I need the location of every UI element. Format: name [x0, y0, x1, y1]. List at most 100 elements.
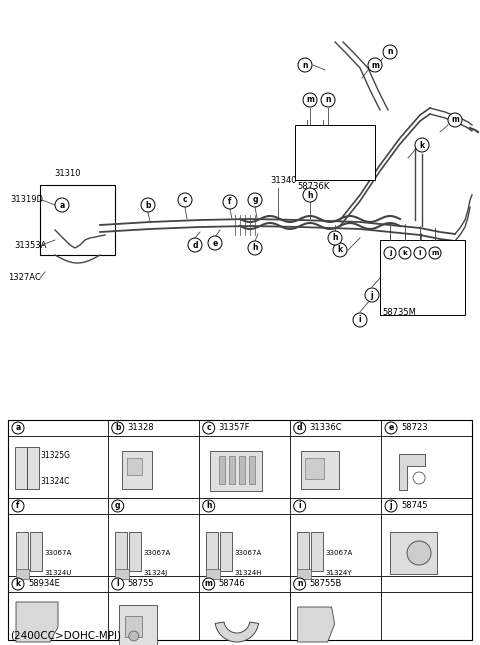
Circle shape	[399, 247, 411, 259]
FancyBboxPatch shape	[210, 451, 262, 491]
Text: a: a	[15, 424, 21, 433]
Text: 33067A: 33067A	[44, 550, 71, 556]
Circle shape	[294, 578, 306, 590]
FancyBboxPatch shape	[206, 531, 218, 570]
Text: e: e	[388, 424, 394, 433]
Text: n: n	[297, 579, 302, 588]
Text: e: e	[212, 239, 217, 248]
Text: 31328: 31328	[128, 424, 155, 433]
Circle shape	[385, 422, 397, 434]
FancyBboxPatch shape	[220, 531, 232, 570]
Text: (2400CC>DOHC-MPI): (2400CC>DOHC-MPI)	[10, 630, 121, 640]
FancyBboxPatch shape	[390, 532, 437, 574]
FancyBboxPatch shape	[116, 569, 129, 579]
FancyBboxPatch shape	[127, 457, 142, 475]
Circle shape	[208, 236, 222, 250]
FancyBboxPatch shape	[125, 615, 142, 637]
Circle shape	[303, 188, 317, 202]
Circle shape	[248, 193, 262, 207]
Circle shape	[188, 238, 202, 252]
Text: k: k	[420, 141, 425, 150]
Text: 31310: 31310	[54, 169, 81, 178]
FancyBboxPatch shape	[27, 447, 39, 489]
Circle shape	[294, 422, 306, 434]
Circle shape	[429, 247, 441, 259]
Circle shape	[12, 578, 24, 590]
FancyBboxPatch shape	[219, 456, 225, 484]
Circle shape	[12, 422, 24, 434]
FancyBboxPatch shape	[129, 531, 141, 570]
Circle shape	[248, 241, 262, 255]
Text: 31336C: 31336C	[310, 424, 342, 433]
Text: b: b	[145, 201, 151, 210]
Text: 58755B: 58755B	[310, 579, 342, 588]
Bar	[40, 185, 115, 255]
Text: 33067A: 33067A	[325, 550, 353, 556]
FancyBboxPatch shape	[311, 531, 323, 570]
Text: b: b	[115, 424, 120, 433]
Text: 31325G: 31325G	[40, 451, 70, 461]
Text: 58745: 58745	[401, 502, 428, 510]
Text: 33067A: 33067A	[144, 550, 171, 556]
Circle shape	[203, 422, 215, 434]
Text: 1327AC: 1327AC	[8, 273, 41, 283]
Circle shape	[415, 138, 429, 152]
FancyBboxPatch shape	[119, 605, 157, 645]
Circle shape	[112, 578, 124, 590]
Text: m: m	[371, 61, 379, 70]
Circle shape	[353, 313, 367, 327]
FancyBboxPatch shape	[15, 531, 27, 570]
Text: n: n	[302, 61, 308, 70]
Text: 58755: 58755	[128, 579, 154, 588]
Circle shape	[333, 243, 347, 257]
Circle shape	[203, 500, 215, 512]
Circle shape	[385, 500, 397, 512]
Circle shape	[407, 541, 431, 565]
Circle shape	[112, 422, 124, 434]
Circle shape	[321, 93, 335, 107]
Text: i: i	[299, 502, 301, 510]
Bar	[295, 125, 375, 180]
FancyBboxPatch shape	[115, 531, 127, 570]
Text: 33067A: 33067A	[235, 550, 262, 556]
Circle shape	[141, 198, 155, 212]
Text: 31324C: 31324C	[40, 477, 70, 486]
FancyBboxPatch shape	[16, 569, 29, 579]
Polygon shape	[16, 602, 58, 642]
Circle shape	[384, 247, 396, 259]
Text: h: h	[252, 244, 258, 252]
Circle shape	[178, 193, 192, 207]
Bar	[380, 240, 465, 315]
Polygon shape	[399, 454, 425, 490]
Text: j: j	[390, 502, 392, 510]
Text: h: h	[332, 233, 338, 243]
Text: 31357F: 31357F	[219, 424, 250, 433]
Text: 31340: 31340	[270, 176, 297, 185]
Circle shape	[223, 195, 237, 209]
Text: c: c	[183, 195, 187, 204]
Text: g: g	[115, 502, 120, 510]
FancyBboxPatch shape	[239, 456, 245, 484]
Text: d: d	[297, 424, 302, 433]
Text: 58746: 58746	[219, 579, 245, 588]
Text: j: j	[389, 250, 391, 256]
Text: k: k	[337, 246, 343, 255]
Circle shape	[328, 231, 342, 245]
FancyBboxPatch shape	[29, 531, 41, 570]
Text: 31324J: 31324J	[144, 570, 168, 576]
FancyBboxPatch shape	[297, 531, 309, 570]
Circle shape	[368, 58, 382, 72]
Text: l: l	[117, 579, 119, 588]
Circle shape	[112, 500, 124, 512]
Circle shape	[448, 113, 462, 127]
FancyBboxPatch shape	[300, 451, 339, 489]
Text: n: n	[325, 95, 331, 104]
Text: 31353A: 31353A	[14, 241, 47, 250]
Text: 58723: 58723	[401, 424, 428, 433]
FancyBboxPatch shape	[249, 456, 255, 484]
Text: m: m	[432, 250, 439, 256]
Polygon shape	[298, 607, 335, 642]
Bar	[8, 420, 472, 640]
Text: a: a	[60, 201, 65, 210]
FancyBboxPatch shape	[15, 447, 27, 489]
